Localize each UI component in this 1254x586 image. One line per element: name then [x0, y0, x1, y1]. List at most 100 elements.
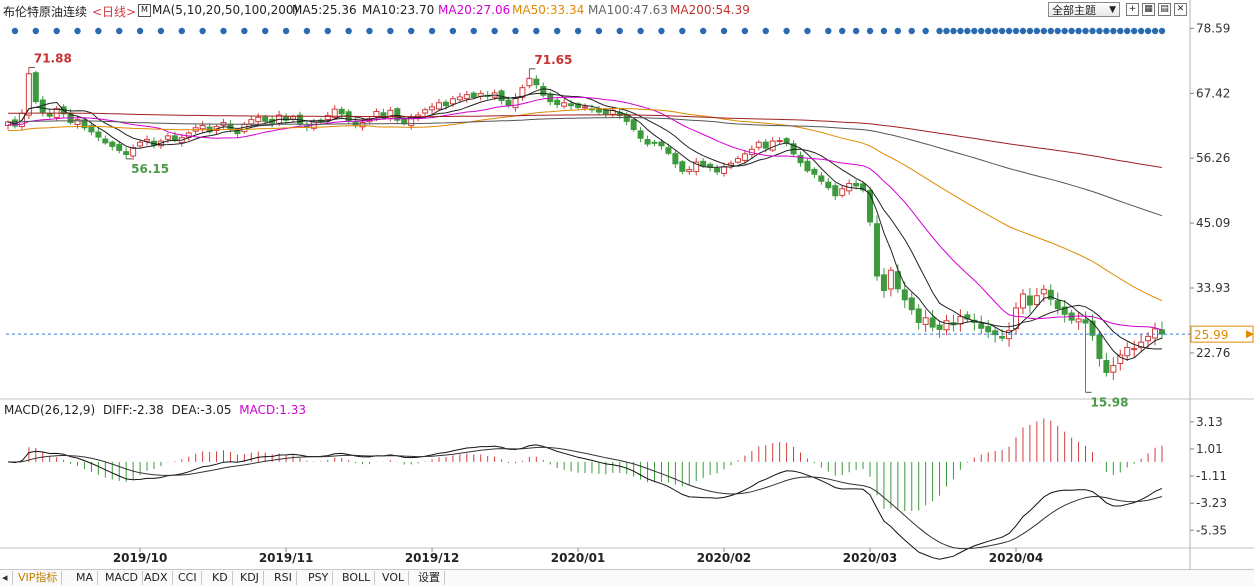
event-marker	[1082, 27, 1089, 35]
event-marker	[53, 27, 60, 35]
candle-body	[686, 169, 693, 173]
tab-kdj[interactable]: KDJ	[236, 571, 264, 585]
event-marker	[1019, 27, 1027, 35]
candle-body	[783, 138, 790, 144]
candle-body	[867, 190, 874, 223]
grid-icon[interactable]: ▦	[1142, 3, 1155, 16]
event-marker	[936, 27, 943, 35]
macd-histogram	[14, 418, 1163, 512]
candle-body	[359, 122, 366, 128]
event-marker	[1137, 27, 1145, 35]
candle-body	[651, 141, 658, 144]
candle-body	[887, 269, 894, 290]
tab-arrow-icon[interactable]: ◂	[0, 571, 13, 585]
ma20-line	[7, 96, 1163, 331]
candle-body	[637, 130, 644, 139]
candle-body	[999, 336, 1006, 339]
candle-body	[901, 289, 908, 301]
candle-body	[1152, 328, 1159, 339]
event-marker	[950, 27, 957, 35]
ma5-value: MA5:25.36	[292, 3, 357, 17]
macd-value: MACD:1.33	[239, 403, 307, 417]
theme-dropdown[interactable]: 全部主题 ▼	[1048, 2, 1120, 17]
price-tick-label: 67.42	[1196, 86, 1230, 100]
tab-kd[interactable]: KD	[208, 571, 233, 585]
tab-ma[interactable]: MA	[72, 571, 99, 585]
tab-macd[interactable]: MACD	[101, 571, 143, 585]
candle-body	[880, 274, 887, 291]
event-marker	[1103, 27, 1110, 35]
candle-body	[526, 77, 533, 87]
tab-rsi[interactable]: RSI	[270, 571, 297, 585]
event-marker	[32, 27, 40, 35]
candle-body	[248, 119, 255, 125]
candle-body	[1047, 289, 1054, 300]
macd-diff: DIFF:-2.38	[102, 403, 164, 417]
event-marker	[978, 27, 985, 35]
candle-body	[283, 116, 290, 121]
instrument-name: 布伦特原油连续	[3, 5, 88, 19]
macd-dea: DEA:-3.05	[171, 403, 232, 417]
candlesticks	[5, 67, 1165, 393]
current-price-arrow	[1246, 330, 1254, 339]
candle-body	[164, 135, 171, 140]
candle-body	[672, 153, 679, 165]
candle-body	[943, 320, 950, 331]
tab-vol[interactable]: VOL	[378, 571, 410, 585]
event-marker	[1089, 27, 1096, 35]
candle-body	[1103, 360, 1110, 373]
candle-body	[929, 317, 936, 328]
candle-body	[290, 116, 297, 120]
add-icon[interactable]: +	[1126, 3, 1139, 16]
chevron-down-icon: ▼	[1109, 5, 1116, 15]
event-marker	[1158, 27, 1166, 35]
chart-toggle-icon[interactable]: ▤	[1158, 3, 1171, 16]
candle-body	[776, 140, 783, 143]
close-icon[interactable]: ✕	[1174, 3, 1187, 16]
price-tick-label: 56.26	[1196, 151, 1230, 165]
candle-body	[449, 98, 456, 105]
event-marker	[512, 27, 519, 35]
candle-body	[693, 161, 700, 173]
event-marker	[116, 27, 123, 35]
ma200-line	[8, 112, 1163, 168]
candle-body	[116, 144, 123, 151]
candle-body	[1131, 348, 1138, 351]
tab-psy[interactable]: PSY	[304, 571, 334, 585]
macd-axis: 3.13 1.01 -1.11 -3.23 -5.35	[1190, 415, 1227, 537]
event-marker	[387, 27, 394, 35]
event-marker	[533, 27, 540, 35]
theme-label: 全部主题	[1052, 4, 1096, 17]
tab-settings[interactable]: 设置	[414, 571, 445, 585]
candle-body	[700, 160, 707, 167]
macd-lines	[7, 444, 1163, 560]
candle-body	[102, 138, 109, 144]
event-marker	[345, 27, 352, 35]
macd-header: MACD(26,12,9) DIFF:-2.38 DEA:-3.05 MACD:…	[4, 403, 306, 417]
candle-body	[373, 110, 380, 118]
candle-body	[324, 115, 331, 121]
period-selector[interactable]: <日线>	[92, 5, 137, 19]
tab-vip[interactable]: VIP指标	[14, 571, 63, 585]
tab-adx[interactable]: ADX	[140, 571, 173, 585]
candle-body	[1110, 364, 1117, 373]
tab-cci[interactable]: CCI	[174, 571, 202, 585]
date-axis: 2019/10 2019/11 2019/12 2020/01 2020/02 2020/…	[113, 548, 1043, 565]
tab-boll[interactable]: BOLL	[338, 571, 376, 585]
date-tick-label: 2020/02	[697, 551, 751, 565]
candle-body	[714, 167, 721, 173]
event-marker	[470, 27, 477, 35]
event-marker	[262, 27, 269, 35]
ma100-value: MA100:47.63	[588, 3, 668, 17]
annotation-label: 15.98	[1091, 395, 1129, 409]
candle-body	[442, 101, 449, 107]
event-marker	[1047, 27, 1054, 35]
candle-body	[1089, 320, 1096, 336]
indicator-tabs: ◂ VIP指标 MA MACD ADX CCI KD KDJ RSI PSY B…	[0, 569, 1254, 586]
ma50-line	[7, 107, 1163, 302]
price-tick-label: 78.59	[1196, 21, 1230, 35]
indicator-icon[interactable]: M	[138, 4, 151, 17]
event-marker	[282, 27, 290, 35]
event-marker	[679, 27, 686, 35]
